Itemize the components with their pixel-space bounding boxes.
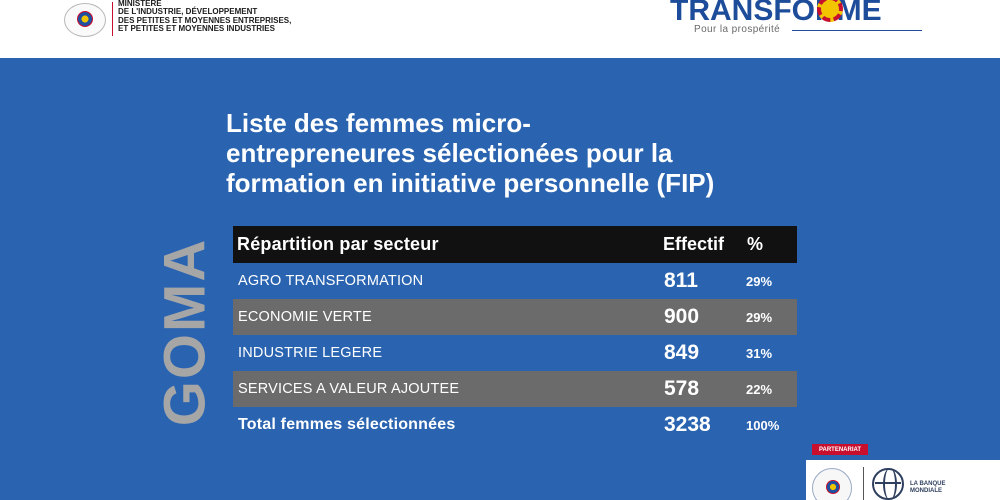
brand-tagline: Pour la prospérité <box>694 24 781 35</box>
sector-cell: INDUSTRIE LEGERE <box>238 345 383 361</box>
title-line: formation en initiative personnelle (FIP… <box>226 168 715 198</box>
pct-cell: 29% <box>746 309 773 325</box>
gear-icon <box>817 0 843 22</box>
sector-cell: SERVICES A VALEUR AJOUTEE <box>238 381 460 397</box>
ministry-name: MINISTÈRE DE L'INDUSTRIE, DÉVELOPPEMENT … <box>118 0 291 34</box>
pct-cell: 31% <box>746 345 773 361</box>
title-line: Liste des femmes micro- <box>226 108 531 138</box>
coat-of-arms-icon <box>812 468 852 500</box>
count-cell: 578 <box>664 377 700 400</box>
ministry-line: MINISTÈRE <box>118 0 162 8</box>
pct-cell: 29% <box>746 273 773 289</box>
world-bank-line: LA BANQUE <box>910 481 946 487</box>
count-cell: 811 <box>664 269 698 292</box>
coat-of-arms-icon <box>64 3 106 37</box>
partner-badge: PARTENARIAT <box>812 444 868 455</box>
header-sector: Répartition par secteur <box>237 234 439 254</box>
sector-cell: AGRO TRANSFORMATION <box>238 273 424 289</box>
header-divider <box>112 2 113 36</box>
table-header-row: Répartition par secteur Effectif % <box>233 226 797 263</box>
total-label: Total femmes sélectionnées <box>238 416 456 433</box>
world-bank-line: MONDIALE <box>910 488 942 494</box>
page-title: Liste des femmes micro- entrepreneures s… <box>226 108 786 198</box>
total-pct: 100% <box>746 417 780 433</box>
header-bar: MINISTÈRE DE L'INDUSTRIE, DÉVELOPPEMENT … <box>0 0 1000 58</box>
pct-cell: 22% <box>746 381 773 397</box>
table-row: AGRO TRANSFORMATION 811 29% <box>233 263 797 299</box>
count-cell: 900 <box>664 305 700 328</box>
table-row: INDUSTRIE LEGERE 849 31% <box>233 335 797 371</box>
total-count: 3238 <box>664 413 711 436</box>
header-pct: % <box>747 234 764 254</box>
ministry-line: DES PETITES ET MOYENNES ENTREPRISES, <box>118 15 292 25</box>
count-cell: 849 <box>664 341 700 364</box>
title-line: entrepreneures sélectionées pour la <box>226 138 673 168</box>
ministry-line: DE L'INDUSTRIE, DÉVELOPPEMENT <box>118 7 258 17</box>
city-label: GOMA <box>152 237 218 427</box>
partner-logos: LA BANQUE MONDIALE <box>806 460 1000 500</box>
brand-wordmark: TRANSFORME <box>670 0 882 27</box>
brand-underline <box>792 30 922 31</box>
sector-cell: ECONOMIE VERTE <box>238 309 372 325</box>
table-total-row: Total femmes sélectionnées 3238 100% <box>233 407 797 443</box>
table-row: ECONOMIE VERTE 900 29% <box>233 299 797 335</box>
transforme-logo: TRANSFORME Pour la prospérité <box>670 0 930 40</box>
ministry-line: ET PETITES ET MOYENNES INDUSTRIES <box>118 24 275 34</box>
logo-divider <box>863 467 864 500</box>
table-row: SERVICES A VALEUR AJOUTEE 578 22% <box>233 371 797 407</box>
header-count: Effectif <box>663 234 725 254</box>
world-bank-name: LA BANQUE MONDIALE <box>910 481 945 495</box>
sector-table: Répartition par secteur Effectif % AGRO … <box>233 226 797 443</box>
globe-icon <box>872 468 904 500</box>
